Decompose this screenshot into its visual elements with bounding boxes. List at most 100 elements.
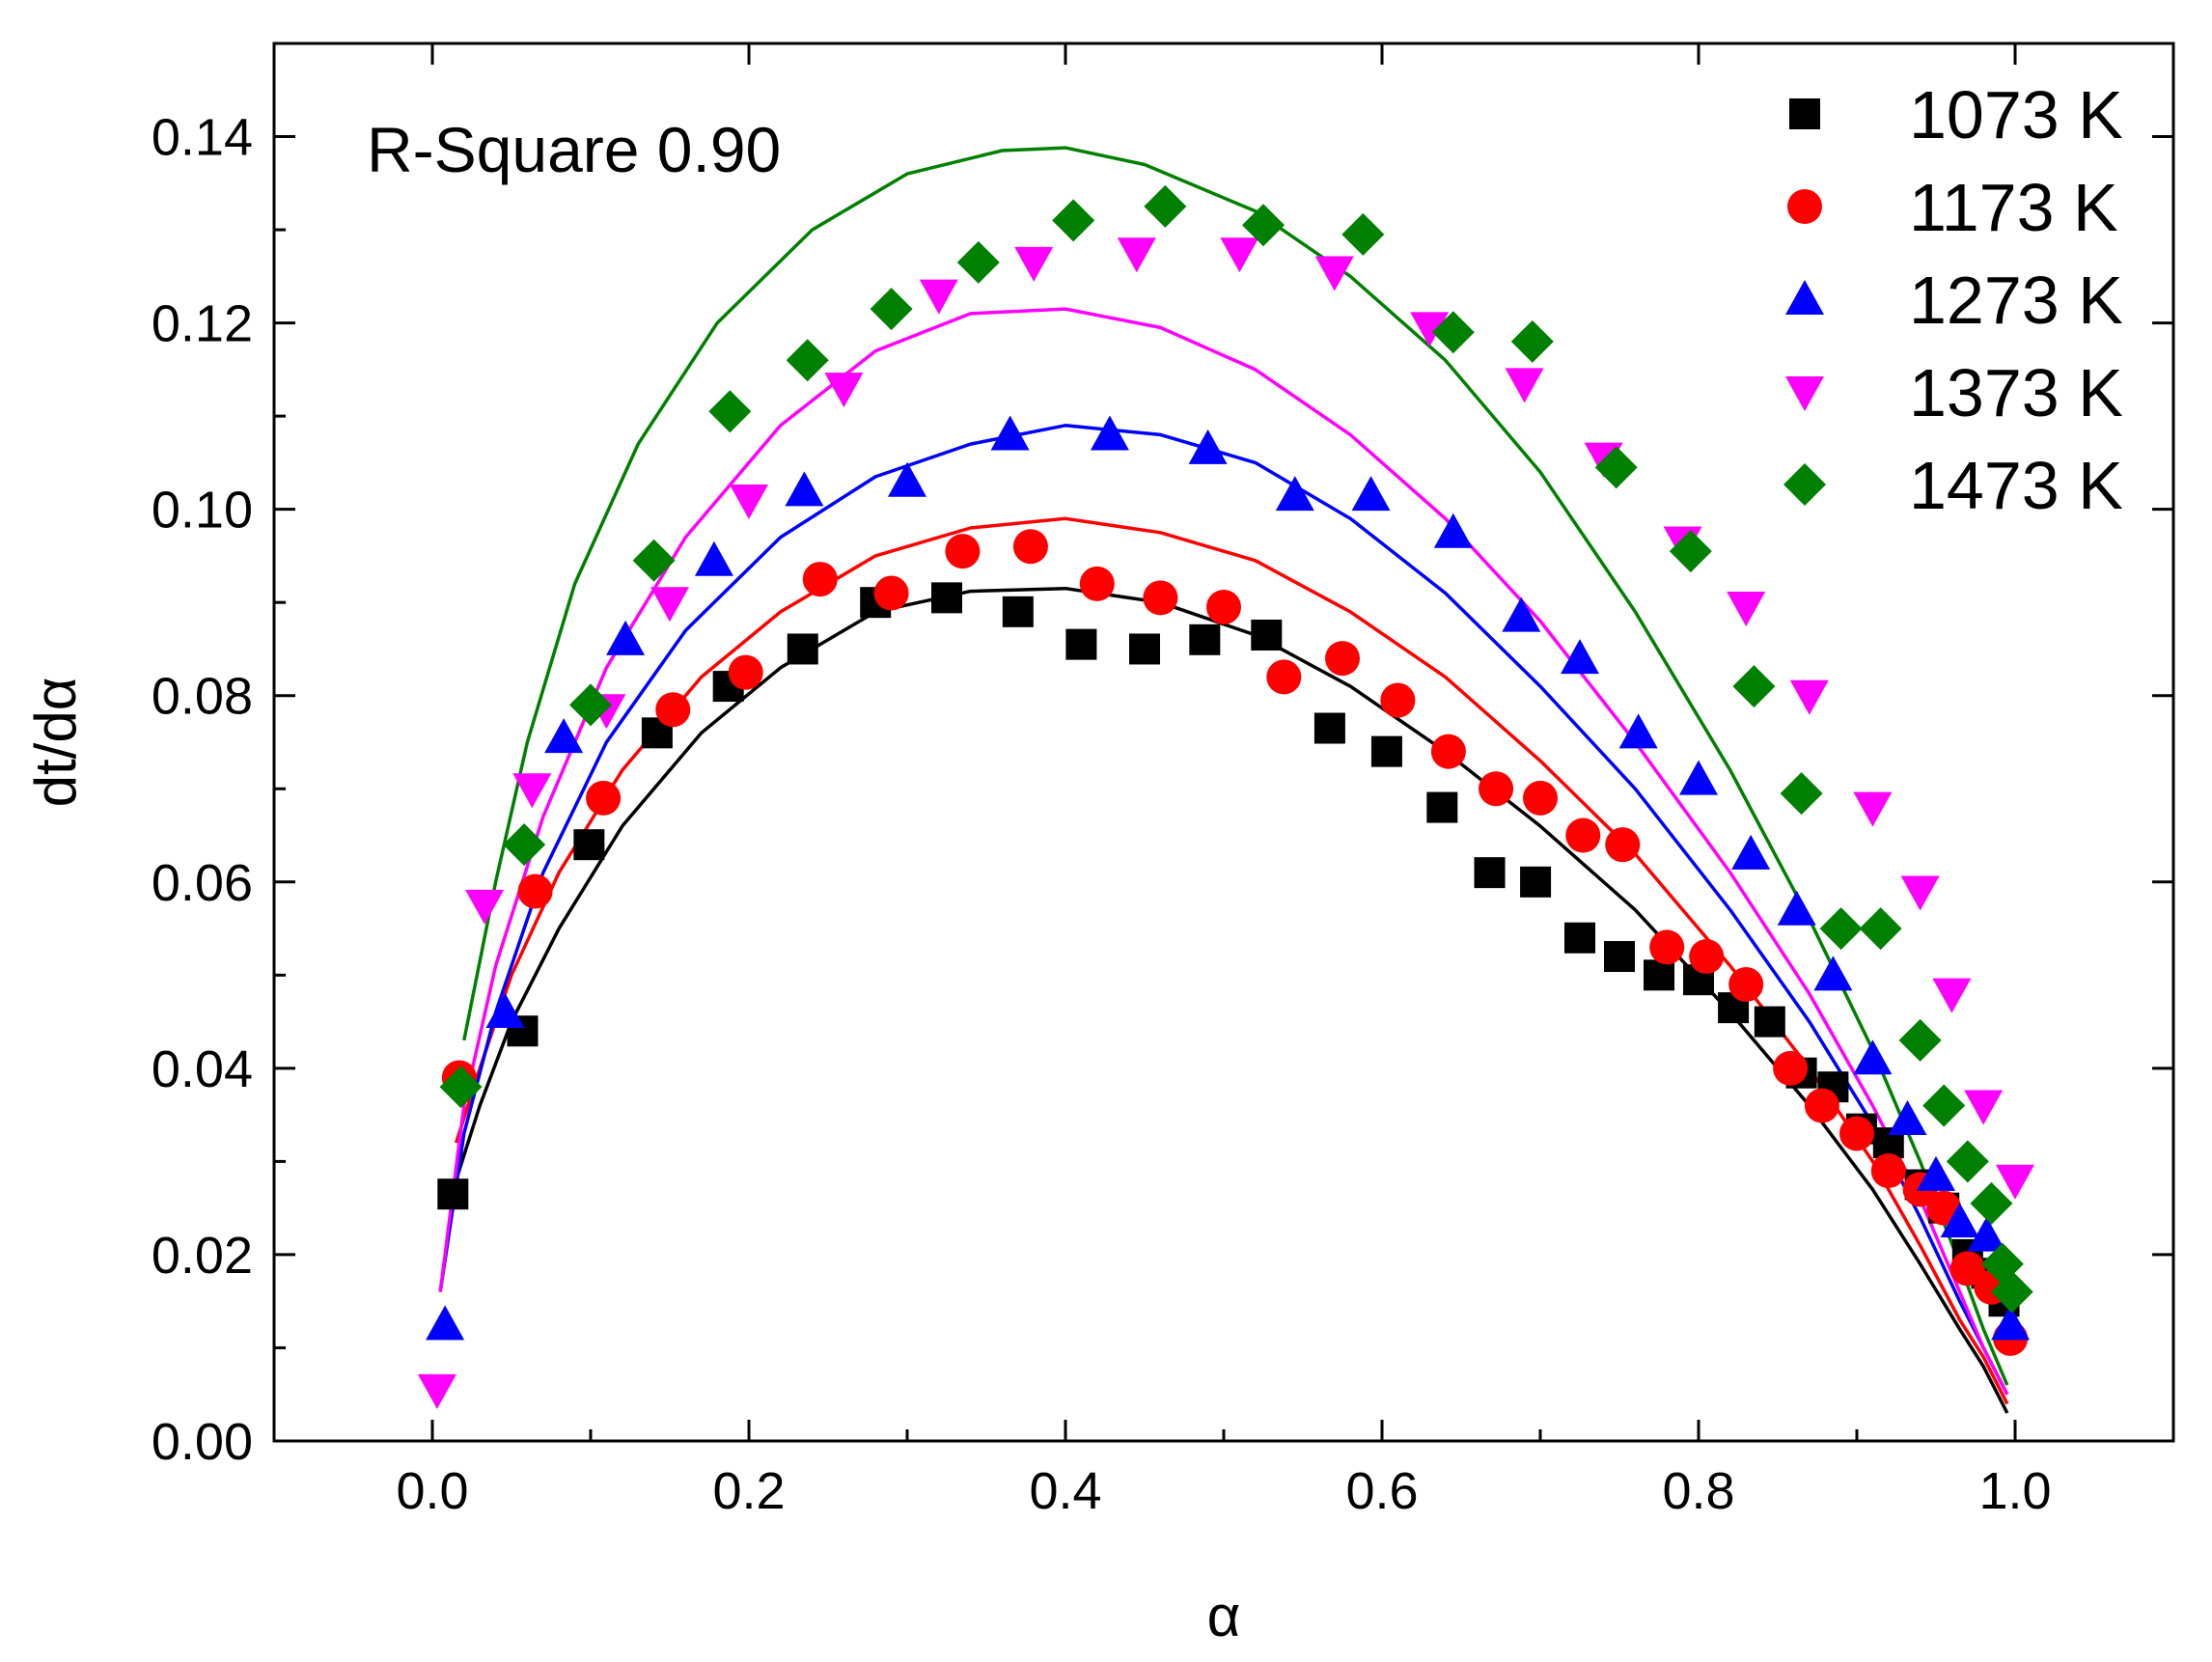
data-point bbox=[728, 654, 763, 690]
data-point bbox=[824, 373, 864, 408]
data-point bbox=[1731, 834, 1771, 870]
legend-marker bbox=[1789, 98, 1820, 129]
data-point bbox=[1431, 311, 1475, 354]
data-point bbox=[1266, 659, 1302, 695]
x-tick-label: 1.0 bbox=[1978, 1462, 2051, 1520]
data-point bbox=[1325, 641, 1360, 677]
data-point bbox=[1143, 580, 1178, 616]
data-points bbox=[417, 184, 2034, 1409]
data-point bbox=[1523, 780, 1558, 816]
data-point bbox=[1474, 857, 1506, 889]
x-tick-label: 0.6 bbox=[1345, 1462, 1418, 1520]
data-point bbox=[1618, 713, 1658, 749]
data-point bbox=[1732, 665, 1776, 708]
data-point bbox=[1940, 1203, 1979, 1238]
x-axis-title: α bbox=[1207, 1584, 1241, 1648]
x-tick-label: 0.0 bbox=[396, 1462, 468, 1520]
x-tick-label: 0.4 bbox=[1029, 1462, 1101, 1520]
data-point bbox=[1014, 246, 1054, 282]
y-axis-title: dt/dα bbox=[23, 678, 88, 808]
data-point bbox=[1900, 875, 1940, 911]
x-tick-label: 0.8 bbox=[1662, 1462, 1734, 1520]
data-point bbox=[1996, 1164, 2034, 1200]
data-point bbox=[1727, 592, 1766, 627]
data-point bbox=[694, 540, 733, 576]
x-tick-label: 0.2 bbox=[712, 1462, 785, 1520]
y-tick-label: 0.12 bbox=[152, 295, 253, 353]
data-point bbox=[1689, 939, 1725, 975]
y-tick-label: 0.04 bbox=[152, 1040, 253, 1098]
data-point bbox=[1090, 415, 1129, 451]
data-point bbox=[1964, 1090, 2004, 1125]
data-point bbox=[1314, 256, 1354, 291]
legend-label: 1473 K bbox=[1909, 448, 2123, 523]
data-point bbox=[1410, 312, 1450, 347]
y-tick-label: 0.14 bbox=[152, 109, 253, 167]
annotation-r-square: R-Square 0.90 bbox=[367, 114, 781, 185]
data-point bbox=[1967, 1216, 2006, 1252]
data-point bbox=[1853, 1039, 1893, 1075]
data-point bbox=[512, 773, 552, 809]
data-point bbox=[1870, 1153, 1906, 1189]
data-point bbox=[1430, 734, 1466, 769]
data-point bbox=[1242, 204, 1285, 247]
data-point bbox=[1479, 771, 1514, 807]
y-tick-label: 0.02 bbox=[152, 1227, 253, 1285]
data-point bbox=[1520, 866, 1552, 898]
data-point bbox=[1220, 237, 1259, 273]
data-point bbox=[1206, 590, 1241, 625]
data-point bbox=[1754, 1006, 1785, 1038]
data-point bbox=[426, 1305, 465, 1341]
data-point bbox=[1129, 633, 1160, 665]
data-point bbox=[1946, 1140, 1989, 1183]
data-point bbox=[1510, 319, 1554, 363]
data-point bbox=[1594, 446, 1638, 489]
fit-curves bbox=[438, 146, 2009, 1414]
data-point bbox=[956, 240, 1000, 284]
data-point bbox=[919, 279, 958, 315]
data-point bbox=[1991, 1305, 2031, 1341]
data-point bbox=[1012, 529, 1048, 565]
data-point bbox=[1505, 368, 1544, 403]
data-point bbox=[485, 992, 525, 1028]
axis-ticks: 0.0 0.2 0.4 0.6 0.8 1.0 0.00 0.02 0.04 0.06 0.08 0.… bbox=[152, 43, 2175, 1520]
y-tick-label: 0.00 bbox=[152, 1413, 253, 1471]
data-point bbox=[632, 539, 676, 582]
legend-label: 1373 K bbox=[1909, 355, 2123, 430]
data-point bbox=[517, 873, 553, 909]
data-point bbox=[1728, 966, 1764, 1002]
y-tick-label: 0.08 bbox=[152, 668, 253, 726]
data-point bbox=[1002, 596, 1034, 627]
data-point bbox=[586, 780, 622, 816]
data-point bbox=[1669, 530, 1712, 573]
data-point bbox=[417, 1373, 456, 1409]
data-point bbox=[569, 683, 612, 727]
data-point bbox=[1922, 1084, 1966, 1127]
legend-label: 1073 K bbox=[1909, 77, 2123, 152]
data-point bbox=[931, 582, 962, 614]
data-point bbox=[1065, 628, 1097, 660]
data-point bbox=[1189, 623, 1221, 655]
data-point bbox=[1275, 476, 1314, 512]
data-point bbox=[1898, 1018, 1942, 1062]
data-point bbox=[1970, 1181, 2013, 1225]
fit-curve bbox=[462, 146, 2009, 1386]
data-point bbox=[655, 692, 691, 728]
data-point bbox=[1564, 922, 1595, 954]
data-point bbox=[1433, 512, 1473, 548]
y-tick-label: 0.10 bbox=[152, 482, 253, 540]
y-tick-label: 0.06 bbox=[152, 854, 253, 912]
data-point bbox=[1819, 907, 1863, 951]
data-point bbox=[802, 562, 838, 597]
data-point bbox=[1859, 907, 1902, 951]
data-point bbox=[708, 390, 752, 433]
data-point bbox=[1341, 212, 1385, 256]
data-point bbox=[870, 288, 913, 331]
data-point bbox=[873, 575, 909, 611]
data-point bbox=[1565, 817, 1601, 853]
data-point bbox=[786, 339, 829, 382]
data-point bbox=[1188, 429, 1228, 464]
data-point bbox=[503, 823, 546, 867]
data-point bbox=[1117, 237, 1156, 273]
